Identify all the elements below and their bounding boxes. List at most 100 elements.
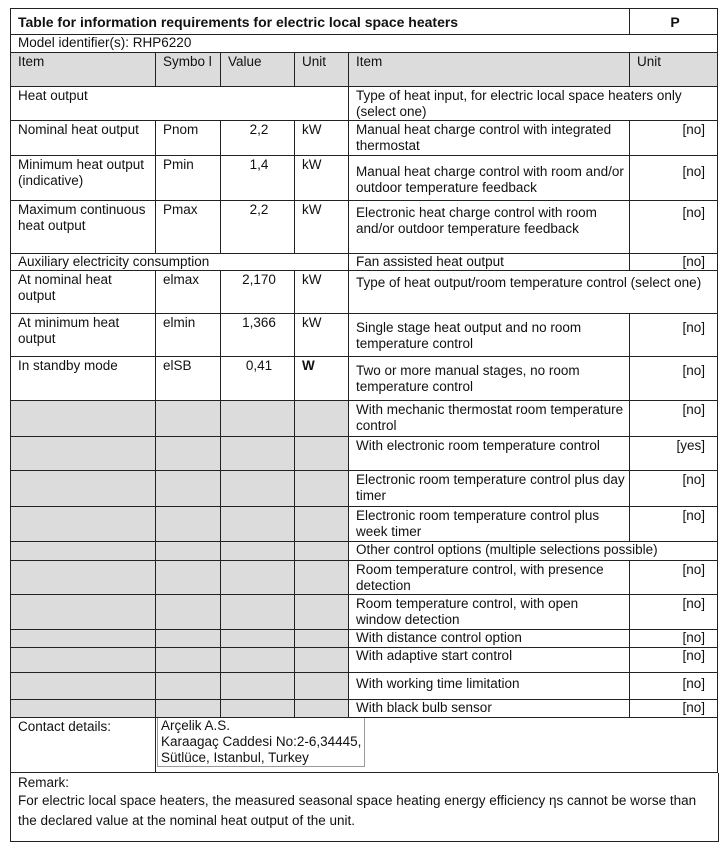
header-unit2: Unit — [629, 52, 718, 87]
row-value: 2,2 — [220, 120, 295, 156]
empty-gray-cell — [10, 436, 156, 471]
row-item2: With adaptive start control — [348, 647, 630, 673]
row-value: 0,41 — [220, 356, 295, 401]
row-item2: Electronic room temperature control plus… — [348, 506, 630, 542]
contact-line: Karaagaç Caddesi No:2-6,34445, — [161, 734, 362, 749]
empty-gray-cell — [294, 672, 349, 700]
row-symbol: Pmax — [155, 200, 221, 254]
empty-gray-cell — [220, 699, 295, 718]
row-unit2: [no] — [629, 200, 718, 254]
empty-gray-cell — [10, 647, 156, 673]
row-symbol: Pnom — [155, 120, 221, 156]
empty-gray-cell — [10, 470, 156, 507]
row-unit: kW — [294, 200, 349, 254]
empty-gray-cell — [220, 560, 295, 595]
empty-gray-cell — [294, 699, 349, 718]
row-unit2: [no] — [629, 120, 718, 156]
empty-gray-cell — [294, 629, 349, 648]
title-right: P — [629, 8, 718, 35]
row-unit2: [no] — [629, 356, 718, 401]
row-item2: With electronic room temperature control — [348, 436, 630, 471]
empty-gray-cell — [10, 560, 156, 595]
row-item2: Manual heat charge control with integrat… — [348, 120, 630, 156]
empty-gray-cell — [155, 560, 221, 595]
row-unit2: [no] — [629, 253, 718, 271]
empty-gray-cell — [155, 594, 221, 630]
empty-gray-cell — [294, 594, 349, 630]
row-symbol: Pmin — [155, 155, 221, 201]
contact-label: Contact details: — [10, 717, 156, 773]
header-unit: Unit — [294, 52, 349, 87]
row-item2: Single stage heat output and no room tem… — [348, 313, 630, 357]
empty-gray-cell — [155, 436, 221, 471]
empty-gray-cell — [294, 647, 349, 673]
row-item2: Room temperature control, with open wind… — [348, 594, 630, 630]
remark-section: Remark: For electric local space heaters… — [10, 773, 719, 842]
header-item: Item — [10, 52, 156, 87]
row-item: At minimum heat output — [10, 313, 156, 357]
empty-gray-cell — [220, 629, 295, 648]
empty-gray-cell — [294, 560, 349, 595]
empty-gray-cell — [10, 672, 156, 700]
row-value: 1,4 — [220, 155, 295, 201]
empty-gray-cell — [220, 594, 295, 630]
empty-gray-cell — [220, 400, 295, 437]
row-item: Nominal heat output — [10, 120, 156, 156]
row-symbol: elmin — [155, 313, 221, 357]
row-unit2: [no] — [629, 560, 718, 595]
info-table: Table for information requirements for e… — [10, 8, 718, 773]
info-table-wrapper: Table for information requirements for e… — [10, 8, 719, 842]
remark-text: For electric local space heaters, the me… — [18, 793, 697, 828]
row-unit2: [no] — [629, 594, 718, 630]
empty-gray-cell — [10, 541, 156, 561]
row-value: 2,2 — [220, 200, 295, 254]
remark-label: Remark: — [18, 775, 70, 790]
row-item2: Two or more manual stages, no room tempe… — [348, 356, 630, 401]
row-unit2: [no] — [629, 672, 718, 700]
section-heat-output-type: Type of heat output/room temperature con… — [348, 270, 718, 314]
header-item2: Item — [348, 52, 630, 87]
row-item2: Manual heat charge control with room and… — [348, 155, 630, 201]
empty-gray-cell — [155, 400, 221, 437]
empty-gray-cell — [10, 506, 156, 542]
empty-gray-cell — [10, 400, 156, 437]
empty-gray-cell — [220, 436, 295, 471]
empty-gray-cell — [294, 436, 349, 471]
row-item2: Electronic heat charge control with room… — [348, 200, 630, 254]
row-unit2: [yes] — [629, 436, 718, 471]
empty-gray-cell — [220, 541, 295, 561]
row-item2: Fan assisted heat output — [348, 253, 630, 271]
empty-gray-cell — [155, 647, 221, 673]
row-value: 1,366 — [220, 313, 295, 357]
empty-gray-cell — [10, 629, 156, 648]
table-title: Table for information requirements for e… — [10, 8, 630, 35]
empty-gray-cell — [294, 470, 349, 507]
empty-gray-cell — [294, 506, 349, 542]
section-aux: Auxiliary electricity consumption — [10, 253, 349, 271]
header-value: Value — [220, 52, 295, 87]
row-item: Maximum continuous heat output — [10, 200, 156, 254]
row-item2: Room temperature control, with presence … — [348, 560, 630, 595]
contact-address: Arçelik A.S. Karaagaç Caddesi No:2-6,3444… — [157, 718, 366, 767]
row-item2: With working time limitation — [348, 672, 630, 700]
row-unit2: [no] — [629, 470, 718, 507]
row-symbol: elmax — [155, 270, 221, 314]
row-unit: kW — [294, 270, 349, 314]
empty-gray-cell — [155, 470, 221, 507]
row-item2: With black bulb sensor — [348, 699, 630, 718]
section-heat-input: Type of heat input, for electric local s… — [348, 86, 718, 121]
header-symbol: Symbo l — [155, 52, 221, 87]
row-item2: With mechanic thermostat room temperatur… — [348, 400, 630, 437]
empty-gray-cell — [10, 699, 156, 718]
row-symbol: elSB — [155, 356, 221, 401]
section-heat-output: Heat output — [10, 86, 349, 121]
empty-gray-cell — [294, 541, 349, 561]
empty-gray-cell — [220, 647, 295, 673]
contact-line: Sütlüce, Istanbul, Turkey — [161, 750, 309, 765]
empty-gray-cell — [155, 541, 221, 561]
row-unit: kW — [294, 120, 349, 156]
row-item2: Electronic room temperature control plus… — [348, 470, 630, 507]
empty-gray-cell — [220, 672, 295, 700]
empty-gray-cell — [294, 400, 349, 437]
empty-gray-cell — [155, 629, 221, 648]
